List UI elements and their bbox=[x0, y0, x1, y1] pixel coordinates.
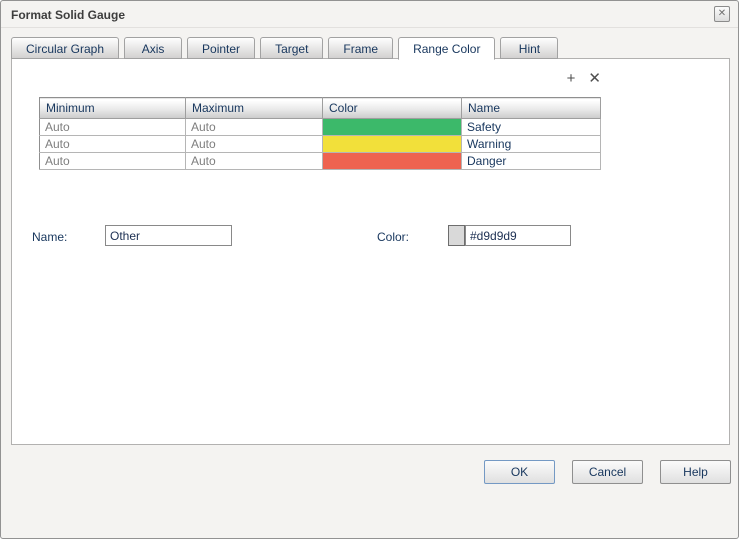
name-field-label: Name: bbox=[32, 230, 68, 244]
tab-bar: Circular Graph Axis Pointer Target Frame… bbox=[11, 37, 559, 60]
tab-axis[interactable]: Axis bbox=[124, 37, 183, 59]
tab-range-color[interactable]: Range Color bbox=[398, 37, 496, 60]
range-color-panel: + ✕ Minimum Maximum Color Name Auto Auto bbox=[11, 58, 730, 445]
field-row: Name: Color: bbox=[12, 225, 729, 249]
column-header-color: Color bbox=[322, 97, 462, 119]
tab-circular-graph[interactable]: Circular Graph bbox=[11, 37, 120, 59]
name-input[interactable] bbox=[105, 225, 232, 246]
range-color-table: Minimum Maximum Color Name Auto Auto Saf… bbox=[39, 97, 601, 170]
column-header-minimum: Minimum bbox=[39, 97, 186, 119]
maximum-cell[interactable]: Auto bbox=[185, 118, 323, 136]
tab-pointer[interactable]: Pointer bbox=[187, 37, 256, 59]
name-cell[interactable]: Warning bbox=[461, 135, 601, 153]
minimum-cell[interactable]: Auto bbox=[39, 152, 186, 170]
cancel-button[interactable]: Cancel bbox=[572, 460, 643, 484]
color-swatch-cell[interactable] bbox=[322, 135, 462, 153]
table-header-row: Minimum Maximum Color Name bbox=[39, 97, 601, 119]
maximum-cell[interactable]: Auto bbox=[185, 152, 323, 170]
color-swatch-cell[interactable] bbox=[322, 118, 462, 136]
dialog-titlebar: Format Solid Gauge ✕ bbox=[1, 1, 738, 28]
ok-button[interactable]: OK bbox=[484, 460, 555, 484]
minimum-cell[interactable]: Auto bbox=[39, 135, 186, 153]
range-toolbar: + ✕ bbox=[567, 71, 601, 86]
footer-button-row: OK Cancel Help bbox=[1, 460, 731, 484]
color-swatch-cell[interactable] bbox=[322, 152, 462, 170]
color-picker-swatch[interactable] bbox=[448, 225, 465, 246]
name-cell[interactable]: Danger bbox=[461, 152, 601, 170]
name-cell[interactable]: Safety bbox=[461, 118, 601, 136]
table-row[interactable]: Auto Auto Safety bbox=[39, 118, 601, 136]
tab-frame[interactable]: Frame bbox=[328, 37, 394, 59]
add-range-icon[interactable]: + bbox=[566, 70, 576, 87]
help-button[interactable]: Help bbox=[660, 460, 731, 484]
table-row[interactable]: Auto Auto Warning bbox=[39, 135, 601, 153]
tab-target[interactable]: Target bbox=[260, 37, 324, 59]
table-row[interactable]: Auto Auto Danger bbox=[39, 152, 601, 170]
maximum-cell[interactable]: Auto bbox=[185, 135, 323, 153]
color-field-label: Color: bbox=[377, 230, 410, 244]
column-header-name: Name bbox=[461, 97, 601, 119]
minimum-cell[interactable]: Auto bbox=[39, 118, 186, 136]
column-header-maximum: Maximum bbox=[185, 97, 323, 119]
delete-range-icon[interactable]: ✕ bbox=[588, 70, 601, 87]
color-input[interactable] bbox=[465, 225, 571, 246]
dialog-title: Format Solid Gauge bbox=[11, 8, 126, 22]
tab-hint[interactable]: Hint bbox=[500, 37, 559, 59]
close-icon[interactable]: ✕ bbox=[714, 6, 730, 22]
